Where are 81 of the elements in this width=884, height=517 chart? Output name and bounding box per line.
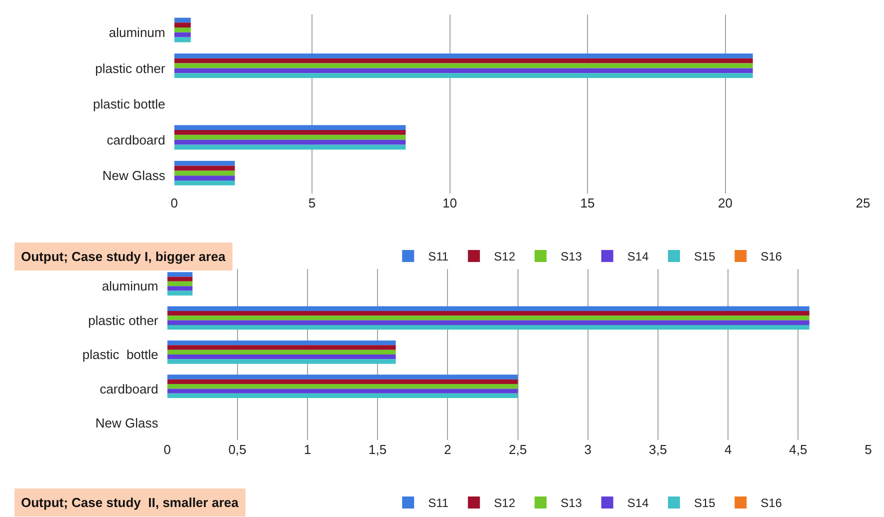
bar <box>174 130 406 135</box>
bar <box>167 374 518 380</box>
y-tick-label: aluminum <box>102 278 158 294</box>
bar <box>167 316 810 320</box>
y-tick-label: cardboard <box>106 132 166 148</box>
legend-label: S12 <box>494 250 516 264</box>
x-tick-label: 5 <box>864 442 872 457</box>
legend-label: S11 <box>428 250 449 264</box>
bar <box>167 345 396 350</box>
y-tick-label: cardboard <box>100 381 158 396</box>
bar <box>174 28 191 32</box>
x-tick-label: 1,5 <box>368 442 387 457</box>
bar <box>174 58 753 64</box>
x-tick-label: 0,5 <box>228 442 246 457</box>
x-tick-label: 1 <box>304 442 312 457</box>
bar <box>174 22 191 28</box>
x-tick-label: 0 <box>170 196 178 210</box>
legend-label: S14 <box>627 496 649 510</box>
bar <box>174 144 406 150</box>
bar <box>167 354 396 360</box>
bar <box>167 359 396 364</box>
x-tick-label: 5 <box>308 196 316 210</box>
bar <box>167 272 192 277</box>
legend-label: S12 <box>494 496 516 510</box>
legend-label: S16 <box>760 250 782 264</box>
x-tick-label: 4 <box>724 442 732 457</box>
bar <box>174 180 235 186</box>
bar <box>167 286 192 291</box>
x-tick-label: 3,5 <box>648 442 667 457</box>
bar <box>167 281 192 286</box>
bar <box>174 63 753 68</box>
y-tick-label: plastic other <box>88 312 159 328</box>
bar <box>174 160 235 166</box>
bar <box>174 32 191 38</box>
text: Output; Case study I, bigger area <box>21 249 226 264</box>
bar <box>167 388 518 394</box>
bar <box>167 379 518 384</box>
y-tick-label: plastic bottle <box>82 347 158 362</box>
bar <box>174 37 191 42</box>
x-tick-label: 4,5 <box>789 442 808 457</box>
x-tick-label: 20 <box>718 196 733 210</box>
bar <box>167 276 192 282</box>
x-tick-label: 10 <box>442 196 457 210</box>
bar <box>167 384 518 389</box>
bar <box>167 340 396 346</box>
bar <box>174 125 406 130</box>
bar <box>174 140 406 145</box>
bar <box>167 310 810 316</box>
text: Output; Case study II, smaller area <box>21 495 240 510</box>
x-tick-label: 15 <box>580 196 595 210</box>
bar <box>174 73 753 78</box>
bar <box>167 324 810 330</box>
legend-label: S15 <box>694 496 716 510</box>
y-tick-label: New Glass <box>95 415 159 430</box>
legend-label: S14 <box>627 250 649 264</box>
bar <box>174 54 753 58</box>
y-tick-label: plastic bottle <box>92 96 166 112</box>
bar <box>167 306 810 311</box>
bar <box>174 18 191 23</box>
x-tick-label: 0 <box>164 442 171 457</box>
x-tick-label: 2 <box>444 442 452 457</box>
x-tick-label: 25 <box>856 196 870 210</box>
bar <box>167 350 396 354</box>
bar <box>174 166 235 171</box>
bar <box>174 170 235 176</box>
bar <box>174 68 753 74</box>
legend-label: S13 <box>560 250 582 264</box>
x-tick-label: 3 <box>584 442 592 457</box>
bar <box>167 393 518 398</box>
y-tick-label: plastic other <box>95 60 166 76</box>
legend-label: S11 <box>428 496 449 510</box>
legend-label: S15 <box>694 250 716 264</box>
y-tick-label: New Glass <box>102 168 166 184</box>
bar <box>167 290 192 296</box>
legend-label: S16 <box>760 496 782 510</box>
bar <box>174 176 235 180</box>
x-tick-label: 2,5 <box>508 442 527 457</box>
bar <box>174 134 406 140</box>
y-tick-label: aluminum <box>108 24 166 40</box>
bar <box>167 320 810 325</box>
legend-label: S13 <box>560 496 582 510</box>
